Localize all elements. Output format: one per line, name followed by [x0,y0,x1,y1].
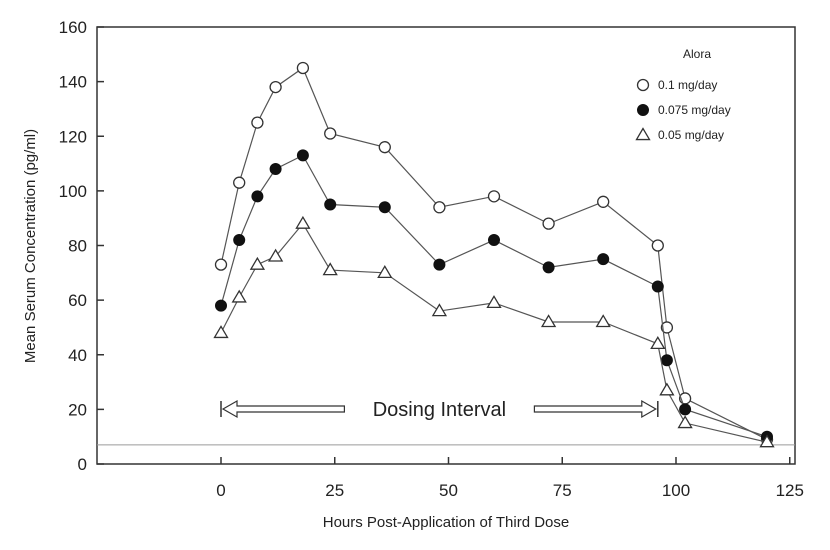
data-point [759,434,775,448]
data-point [295,215,311,229]
data-point [677,415,693,429]
y-tick-label: 140 [59,73,87,92]
x-tick-label: 0 [216,481,225,500]
x-axis: 0 25 50 75 100 125 [216,457,804,500]
data-point [251,190,264,203]
data-point [540,314,557,328]
data-point [251,116,264,129]
legend-marker-0 [636,78,650,92]
data-point [214,258,228,271]
legend-marker-2 [635,127,651,141]
data-point [486,295,502,309]
y-tick-label: 160 [59,18,87,37]
dosing-interval-label: Dosing Interval [373,399,506,421]
legend-label-2: 0.05 mg/day [658,128,724,142]
data-point [296,61,310,75]
series-2 [213,215,775,448]
x-tick-label: 75 [553,481,572,500]
x-axis-label: Hours Post-Application of Third Dose [323,514,570,531]
data-point [659,382,675,396]
data-point [378,141,391,154]
data-point [597,253,610,266]
y-axis: 0 20 40 60 80 100 120 140 160 [59,18,104,474]
data-point [231,289,247,303]
y-axis-label: Mean Serum Concentration (pg/ml) [22,129,39,363]
data-point [542,217,555,230]
data-point [597,195,610,208]
x-tick-label: 100 [662,481,690,500]
data-point [431,303,448,317]
data-point [233,176,246,189]
y-tick-label: 0 [78,455,87,474]
x-tick-label: 125 [776,481,804,500]
data-point [322,262,338,276]
data-point [433,201,446,214]
legend: Alora 0.1 mg/day 0.075 mg/day 0.05 mg/day [635,47,731,142]
y-tick-label: 100 [59,182,87,201]
data-point [660,354,673,367]
left-arrow-icon [221,399,345,419]
data-point [487,190,501,203]
data-point [213,325,229,339]
legend-title: Alora [683,47,711,61]
data-point [377,265,393,279]
data-point [650,336,666,350]
x-tick-label: 50 [439,481,458,500]
data-point [215,299,227,312]
data-point [324,198,337,211]
data-point [269,163,282,176]
data-point [433,258,446,271]
legend-marker-1 [637,104,649,116]
right-arrow-icon [533,399,658,419]
data-point [378,201,391,214]
data-point [660,321,674,334]
data-point [542,261,555,274]
series-line [220,67,768,440]
y-tick-label: 120 [59,127,87,146]
data-point [679,403,692,416]
data-point [595,314,611,328]
data-point [233,234,246,247]
data-point [269,80,282,94]
y-tick-label: 80 [68,237,87,256]
series-0 [214,61,774,446]
y-tick-label: 20 [68,400,87,419]
y-tick-label: 60 [68,291,87,310]
data-point [249,256,266,270]
data-point [651,239,664,252]
y-tick-label: 40 [68,346,87,365]
legend-label-1: 0.075 mg/day [658,103,731,117]
data-point [296,149,309,162]
data-point [267,248,284,262]
data-point [651,280,664,293]
dosing-interval-annotation: Dosing Interval [220,399,659,421]
data-point [488,234,500,247]
x-tick-label: 25 [325,481,344,500]
legend-label-0: 0.1 mg/day [658,78,717,92]
data-point [324,127,337,140]
series-group [213,61,775,448]
